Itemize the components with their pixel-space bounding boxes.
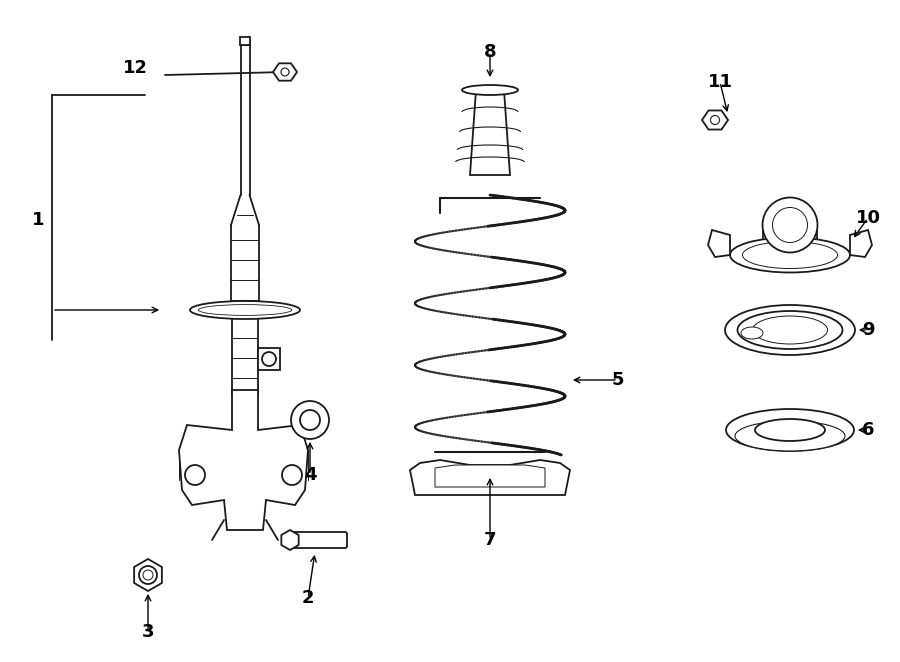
Ellipse shape	[772, 207, 807, 242]
Ellipse shape	[300, 410, 320, 430]
Ellipse shape	[190, 301, 300, 319]
Polygon shape	[702, 111, 728, 130]
Text: 3: 3	[142, 623, 154, 641]
Polygon shape	[850, 230, 872, 257]
Polygon shape	[708, 230, 730, 257]
Polygon shape	[282, 530, 299, 550]
Text: 4: 4	[304, 466, 316, 484]
Ellipse shape	[752, 316, 827, 344]
Ellipse shape	[281, 68, 289, 76]
Ellipse shape	[737, 311, 842, 349]
Ellipse shape	[710, 115, 719, 124]
Polygon shape	[179, 390, 308, 530]
Ellipse shape	[291, 401, 329, 439]
Polygon shape	[435, 465, 545, 487]
Ellipse shape	[198, 305, 292, 315]
Ellipse shape	[762, 197, 817, 252]
Bar	[258, 348, 280, 370]
Polygon shape	[273, 64, 297, 81]
Ellipse shape	[742, 242, 838, 269]
Text: 12: 12	[123, 59, 148, 77]
Text: 5: 5	[612, 371, 625, 389]
Polygon shape	[410, 460, 570, 495]
Text: 9: 9	[862, 321, 874, 339]
Ellipse shape	[725, 305, 855, 355]
Ellipse shape	[143, 570, 153, 580]
Text: 8: 8	[483, 43, 496, 61]
Bar	[240, 37, 250, 45]
Text: 7: 7	[484, 531, 496, 549]
Ellipse shape	[730, 238, 850, 273]
Text: 10: 10	[856, 209, 880, 227]
Ellipse shape	[282, 465, 302, 485]
Polygon shape	[134, 559, 162, 591]
Ellipse shape	[726, 409, 854, 451]
Ellipse shape	[139, 566, 157, 584]
Ellipse shape	[735, 421, 845, 451]
Ellipse shape	[755, 419, 825, 441]
Ellipse shape	[741, 327, 763, 339]
Ellipse shape	[462, 85, 518, 95]
FancyBboxPatch shape	[288, 532, 347, 548]
Text: 11: 11	[707, 73, 733, 91]
Text: 1: 1	[32, 211, 44, 229]
Polygon shape	[470, 90, 510, 175]
Text: 6: 6	[862, 421, 874, 439]
Ellipse shape	[262, 352, 276, 366]
Text: 2: 2	[302, 589, 314, 607]
Ellipse shape	[185, 465, 205, 485]
